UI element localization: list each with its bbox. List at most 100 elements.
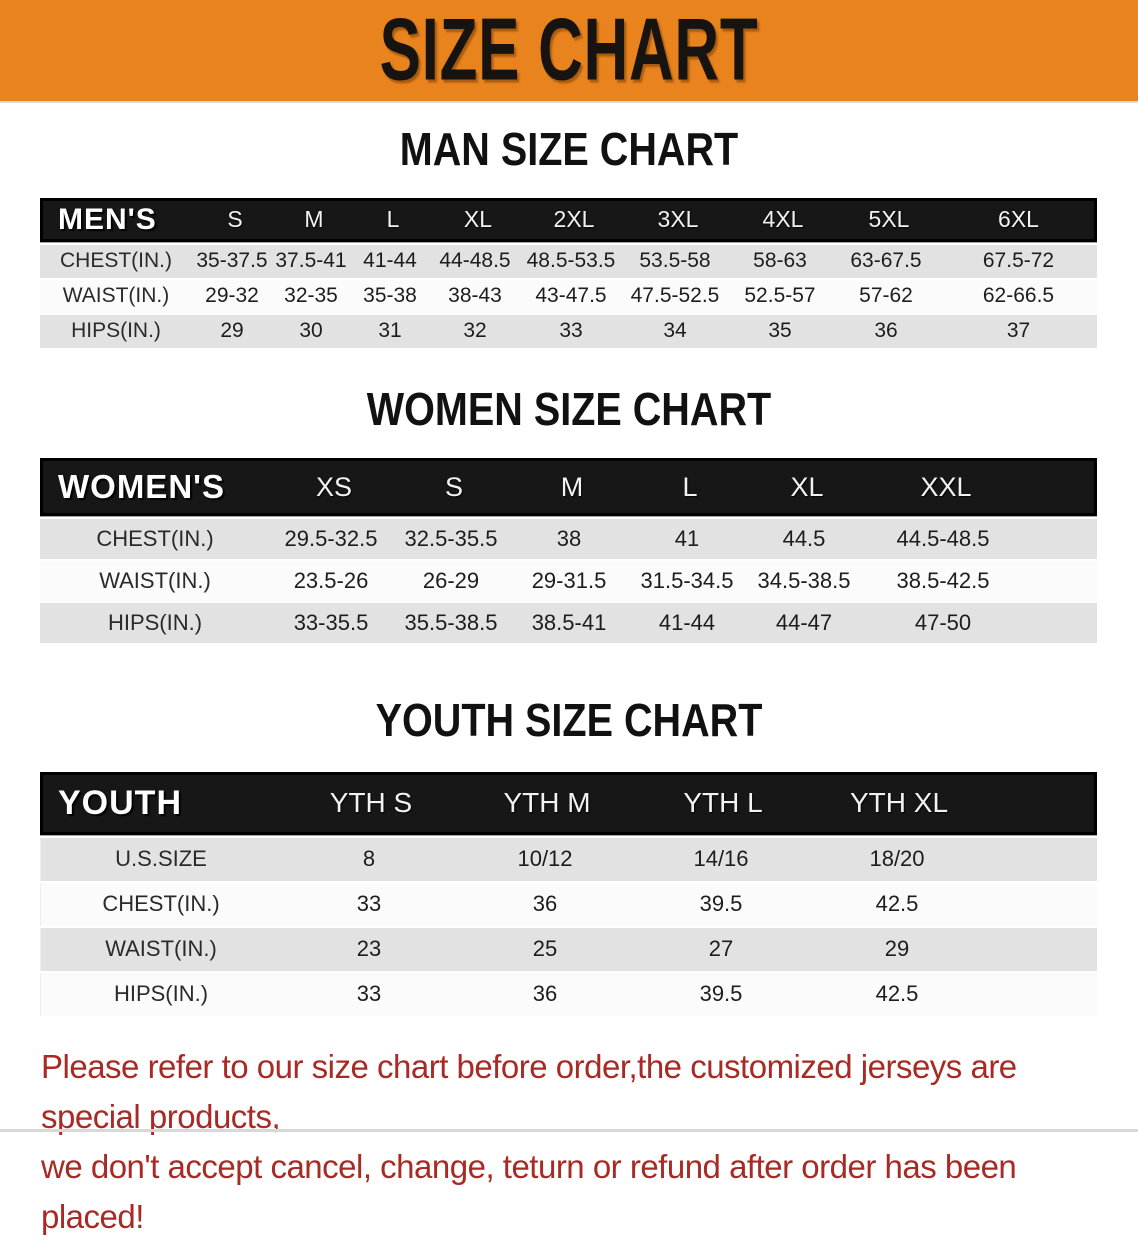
cell-value: 27: [708, 936, 734, 962]
column-header: S: [227, 206, 243, 233]
cell-value: 34: [663, 319, 687, 343]
column-header: L: [682, 471, 698, 502]
cell-value: 29-31.5: [531, 568, 607, 594]
table-row: U.S.SIZE 8 10/12 14/16 18/20: [40, 837, 1097, 881]
size-table: MEN'S S M L XL 2XL 3XL 4XL 5XL 6XL CHEST(IN.) 35-37…: [40, 197, 1097, 348]
cell-value: 44-47: [775, 610, 833, 636]
disclaimer-text: Please refer to our size chart before or…: [41, 1042, 1108, 1242]
table-row: WAIST(IN.) 23.5-26 26-29 29-31.5 31.5-34.5 34…: [40, 561, 1097, 602]
cell-value: 33: [356, 981, 382, 1007]
row-label: U.S.SIZE: [115, 846, 207, 872]
column-header: S: [444, 471, 463, 502]
row-label: WAIST(IN.): [105, 936, 217, 962]
cell-value: 42.5: [875, 891, 919, 917]
disclaimer-line-2: we don't accept cancel, change, teturn o…: [41, 1147, 1017, 1235]
row-label: CHEST(IN.): [96, 526, 214, 552]
cell-value: 47.5-52.5: [630, 284, 720, 308]
table-header-bar: WOMEN'S XS S M L XL XXL: [40, 458, 1097, 517]
section-heading: YOUTH SIZE CHART: [375, 694, 763, 747]
cell-value: 31.5-34.5: [640, 568, 734, 594]
row-label: WAIST(IN.): [99, 568, 211, 594]
cell-value: 42.5: [875, 981, 919, 1007]
table-header-bar: YOUTH YTH S YTH M YTH L YTH XL: [40, 771, 1097, 835]
table-group-label: MEN'S: [58, 202, 157, 236]
column-header: M: [560, 471, 584, 502]
cell-value: 35-37.5: [196, 249, 268, 273]
cell-value: 29: [884, 936, 910, 962]
cell-value: 33: [356, 891, 382, 917]
table-row: HIPS(IN.) 33-35.5 35.5-38.5 38.5-41 41-44 44-…: [40, 603, 1097, 644]
cell-value: 36: [532, 891, 558, 917]
column-header: XL: [790, 471, 824, 502]
size-chart-section: MAN SIZE CHART MEN'S S M L XL 2XL 3XL 4XL 5XL 6XL C…: [0, 124, 1138, 348]
cell-value: 35.5-38.5: [404, 610, 498, 636]
size-table: WOMEN'S XS S M L XL XXL CHEST(IN.) 29.5-32.5 32.5…: [40, 458, 1097, 644]
size-chart-section: YOUTH SIZE CHART YOUTH YTH S YTH M YTH L YTH …: [0, 695, 1138, 1016]
column-header: M: [304, 206, 324, 233]
column-header: YTH L: [683, 787, 763, 819]
cell-value: 26-29: [422, 568, 480, 594]
row-label: HIPS(IN.): [71, 319, 161, 343]
bottom-divider: [0, 1129, 1138, 1132]
cell-value: 36: [532, 981, 558, 1007]
table-row: CHEST(IN.) 29.5-32.5 32.5-35.5 38 41 44.5 44.5…: [40, 519, 1097, 560]
column-header: YTH M: [503, 787, 591, 819]
table-group-label: YOUTH: [58, 783, 182, 822]
cell-value: 38: [556, 526, 582, 552]
cell-value: 41-44: [658, 610, 716, 636]
row-label: HIPS(IN.): [107, 610, 203, 636]
cell-value: 30: [299, 319, 323, 343]
cell-value: 62-66.5: [982, 284, 1055, 308]
cell-value: 38.5-42.5: [896, 568, 990, 594]
row-label: WAIST(IN.): [62, 284, 170, 308]
cell-value: 23: [356, 936, 382, 962]
cell-value: 29-32: [205, 284, 259, 308]
size-chart-sections: MAN SIZE CHART MEN'S S M L XL 2XL 3XL 4XL 5XL 6XL C…: [0, 124, 1138, 1016]
cell-value: 18/20: [869, 846, 925, 872]
column-header: 2XL: [553, 206, 595, 233]
cell-value: 35-38: [363, 284, 417, 308]
cell-value: 52.5-57: [744, 284, 816, 308]
column-header: YTH S: [329, 787, 413, 819]
cell-value: 29.5-32.5: [284, 526, 378, 552]
section-heading: WOMEN SIZE CHART: [366, 382, 772, 435]
table-group-label: WOMEN'S: [58, 468, 226, 506]
cell-value: 58-63: [753, 249, 807, 273]
cell-value: 43-47.5: [535, 284, 607, 308]
cell-value: 38-43: [448, 284, 502, 308]
cell-value: 32: [463, 319, 487, 343]
cell-value: 41: [674, 526, 700, 552]
cell-value: 47-50: [914, 610, 972, 636]
column-header: YTH XL: [849, 787, 949, 819]
cell-value: 53.5-58: [639, 249, 711, 273]
cell-value: 29: [220, 319, 244, 343]
cell-value: 57-62: [859, 284, 913, 308]
cell-value: 14/16: [693, 846, 749, 872]
size-chart-banner: SIZE CHART: [0, 0, 1138, 103]
cell-value: 63-67.5: [850, 249, 922, 273]
cell-value: 34.5-38.5: [757, 568, 851, 594]
table-header-bar: MEN'S S M L XL 2XL 3XL 4XL 5XL 6XL: [40, 197, 1097, 242]
cell-value: 32.5-35.5: [404, 526, 498, 552]
column-header: XS: [315, 471, 353, 502]
column-header: XL: [463, 206, 493, 233]
disclaimer-line-1: Please refer to our size chart before or…: [41, 1047, 1017, 1135]
column-header: 3XL: [657, 206, 699, 233]
banner-title: SIZE CHART: [379, 1, 759, 99]
table-row: HIPS(IN.) 33 36 39.5 42.5: [40, 972, 1097, 1016]
size-table: YOUTH YTH S YTH M YTH L YTH XL U.S.SIZE 8 10/12…: [40, 771, 1097, 1016]
cell-value: 10/12: [517, 846, 573, 872]
cell-value: 37.5-41: [275, 249, 347, 273]
cell-value: 35: [768, 319, 792, 343]
column-header: 4XL: [762, 206, 804, 233]
cell-value: 39.5: [699, 981, 743, 1007]
cell-value: 44.5-48.5: [896, 526, 990, 552]
column-header: L: [386, 206, 400, 233]
cell-value: 38.5-41: [531, 610, 607, 636]
section-heading: MAN SIZE CHART: [399, 123, 739, 175]
cell-value: 31: [378, 319, 402, 343]
cell-value: 33-35.5: [293, 610, 369, 636]
cell-value: 44.5: [782, 526, 826, 552]
cell-value: 8: [362, 846, 376, 872]
cell-value: 36: [874, 319, 898, 343]
